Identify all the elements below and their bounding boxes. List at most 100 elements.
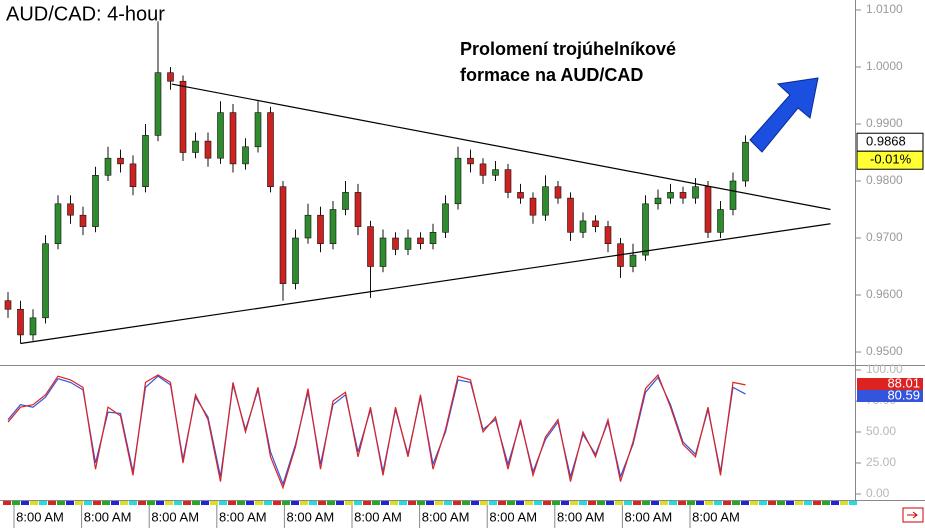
time-marker — [138, 501, 146, 505]
time-marker — [192, 501, 200, 505]
candle-body — [592, 220, 599, 227]
time-marker — [741, 501, 749, 505]
time-marker — [633, 501, 641, 505]
time-marker — [282, 501, 290, 505]
time-marker — [804, 501, 812, 505]
y-tick-label: 100.00 — [866, 362, 903, 376]
time-marker — [489, 501, 497, 505]
value-box — [857, 378, 923, 390]
time-marker — [48, 501, 56, 505]
x-tick-label: 8:00 AM — [287, 509, 335, 524]
annotation: formace na AUD/CAD — [460, 65, 643, 85]
candle-body — [542, 186, 549, 216]
candle-body — [92, 174, 99, 227]
candle-body — [429, 232, 437, 245]
time-marker — [453, 501, 461, 505]
time-marker — [768, 501, 776, 505]
time-marker — [66, 501, 74, 505]
time-marker — [840, 501, 848, 505]
time-marker — [219, 501, 227, 505]
scroll-icon — [907, 511, 918, 519]
time-marker — [543, 501, 551, 505]
time-marker — [210, 501, 218, 505]
candle-body — [267, 112, 274, 188]
candle-body — [467, 157, 474, 165]
time-marker — [246, 501, 254, 505]
candle-body — [392, 237, 399, 250]
candle-body — [442, 203, 449, 233]
candle-body — [179, 80, 187, 153]
candle-body — [717, 209, 724, 233]
y-tick-label: 0.9500 — [866, 344, 903, 358]
candle-body — [342, 192, 349, 210]
time-marker — [660, 501, 668, 505]
candle-body — [54, 203, 62, 245]
time-marker — [471, 501, 479, 505]
time-marker — [372, 501, 380, 505]
time-marker — [507, 501, 515, 505]
time-marker — [831, 501, 839, 505]
candle-body — [604, 226, 612, 245]
x-tick-label: 8:00 AM — [354, 509, 402, 524]
change-label: -0.01% — [870, 152, 912, 167]
x-tick-label: 8:00 AM — [151, 509, 199, 524]
time-marker — [642, 501, 650, 505]
time-marker — [615, 501, 623, 505]
time-marker — [579, 501, 587, 505]
candle-body — [629, 254, 637, 267]
time-marker — [426, 501, 434, 505]
candle-body — [367, 226, 374, 267]
candle-body — [217, 112, 224, 159]
time-marker — [30, 501, 38, 505]
candle-body — [279, 186, 287, 284]
time-marker — [516, 501, 524, 505]
time-marker — [12, 501, 20, 505]
candle-body — [192, 140, 199, 153]
candle-body — [329, 209, 337, 245]
time-marker — [327, 501, 335, 505]
time-marker — [318, 501, 326, 505]
time-marker — [417, 501, 425, 505]
candle-body — [154, 72, 162, 136]
x-tick-label: 8:00 AM — [625, 509, 673, 524]
time-marker — [381, 501, 389, 505]
time-marker — [129, 501, 137, 505]
time-marker — [84, 501, 92, 505]
time-marker — [606, 501, 614, 505]
x-tick-label: 8:00 AM — [489, 509, 537, 524]
value-label: 88.01 — [887, 375, 920, 390]
candle-body — [304, 214, 312, 239]
candle-body — [379, 237, 387, 267]
x-tick-label: 8:00 AM — [84, 509, 132, 524]
candle-body — [642, 203, 649, 256]
candle-body — [204, 140, 212, 159]
candle-body — [704, 186, 712, 233]
time-marker — [273, 501, 281, 505]
time-marker — [687, 501, 695, 505]
value-box — [857, 390, 923, 402]
y-tick-label: 1.0000 — [866, 59, 903, 73]
time-marker — [678, 501, 686, 505]
time-marker — [723, 501, 731, 505]
time-marker — [336, 501, 344, 505]
candle-body — [142, 135, 149, 188]
time-marker — [309, 501, 317, 505]
time-marker — [39, 501, 47, 505]
arrow — [749, 77, 819, 153]
time-marker — [552, 501, 560, 505]
candle-body — [517, 192, 524, 199]
time-marker — [498, 501, 506, 505]
x-tick-label: 8:00 AM — [16, 509, 64, 524]
y-tick-label: 1.0100 — [866, 2, 903, 16]
time-marker — [102, 501, 110, 505]
candle-body — [229, 112, 237, 165]
time-marker — [732, 501, 740, 505]
x-tick-label: 8:00 AM — [692, 509, 740, 524]
time-marker — [255, 501, 263, 505]
time-marker — [183, 501, 191, 505]
time-marker — [363, 501, 371, 505]
time-marker — [21, 501, 29, 505]
candle-body — [504, 169, 512, 193]
